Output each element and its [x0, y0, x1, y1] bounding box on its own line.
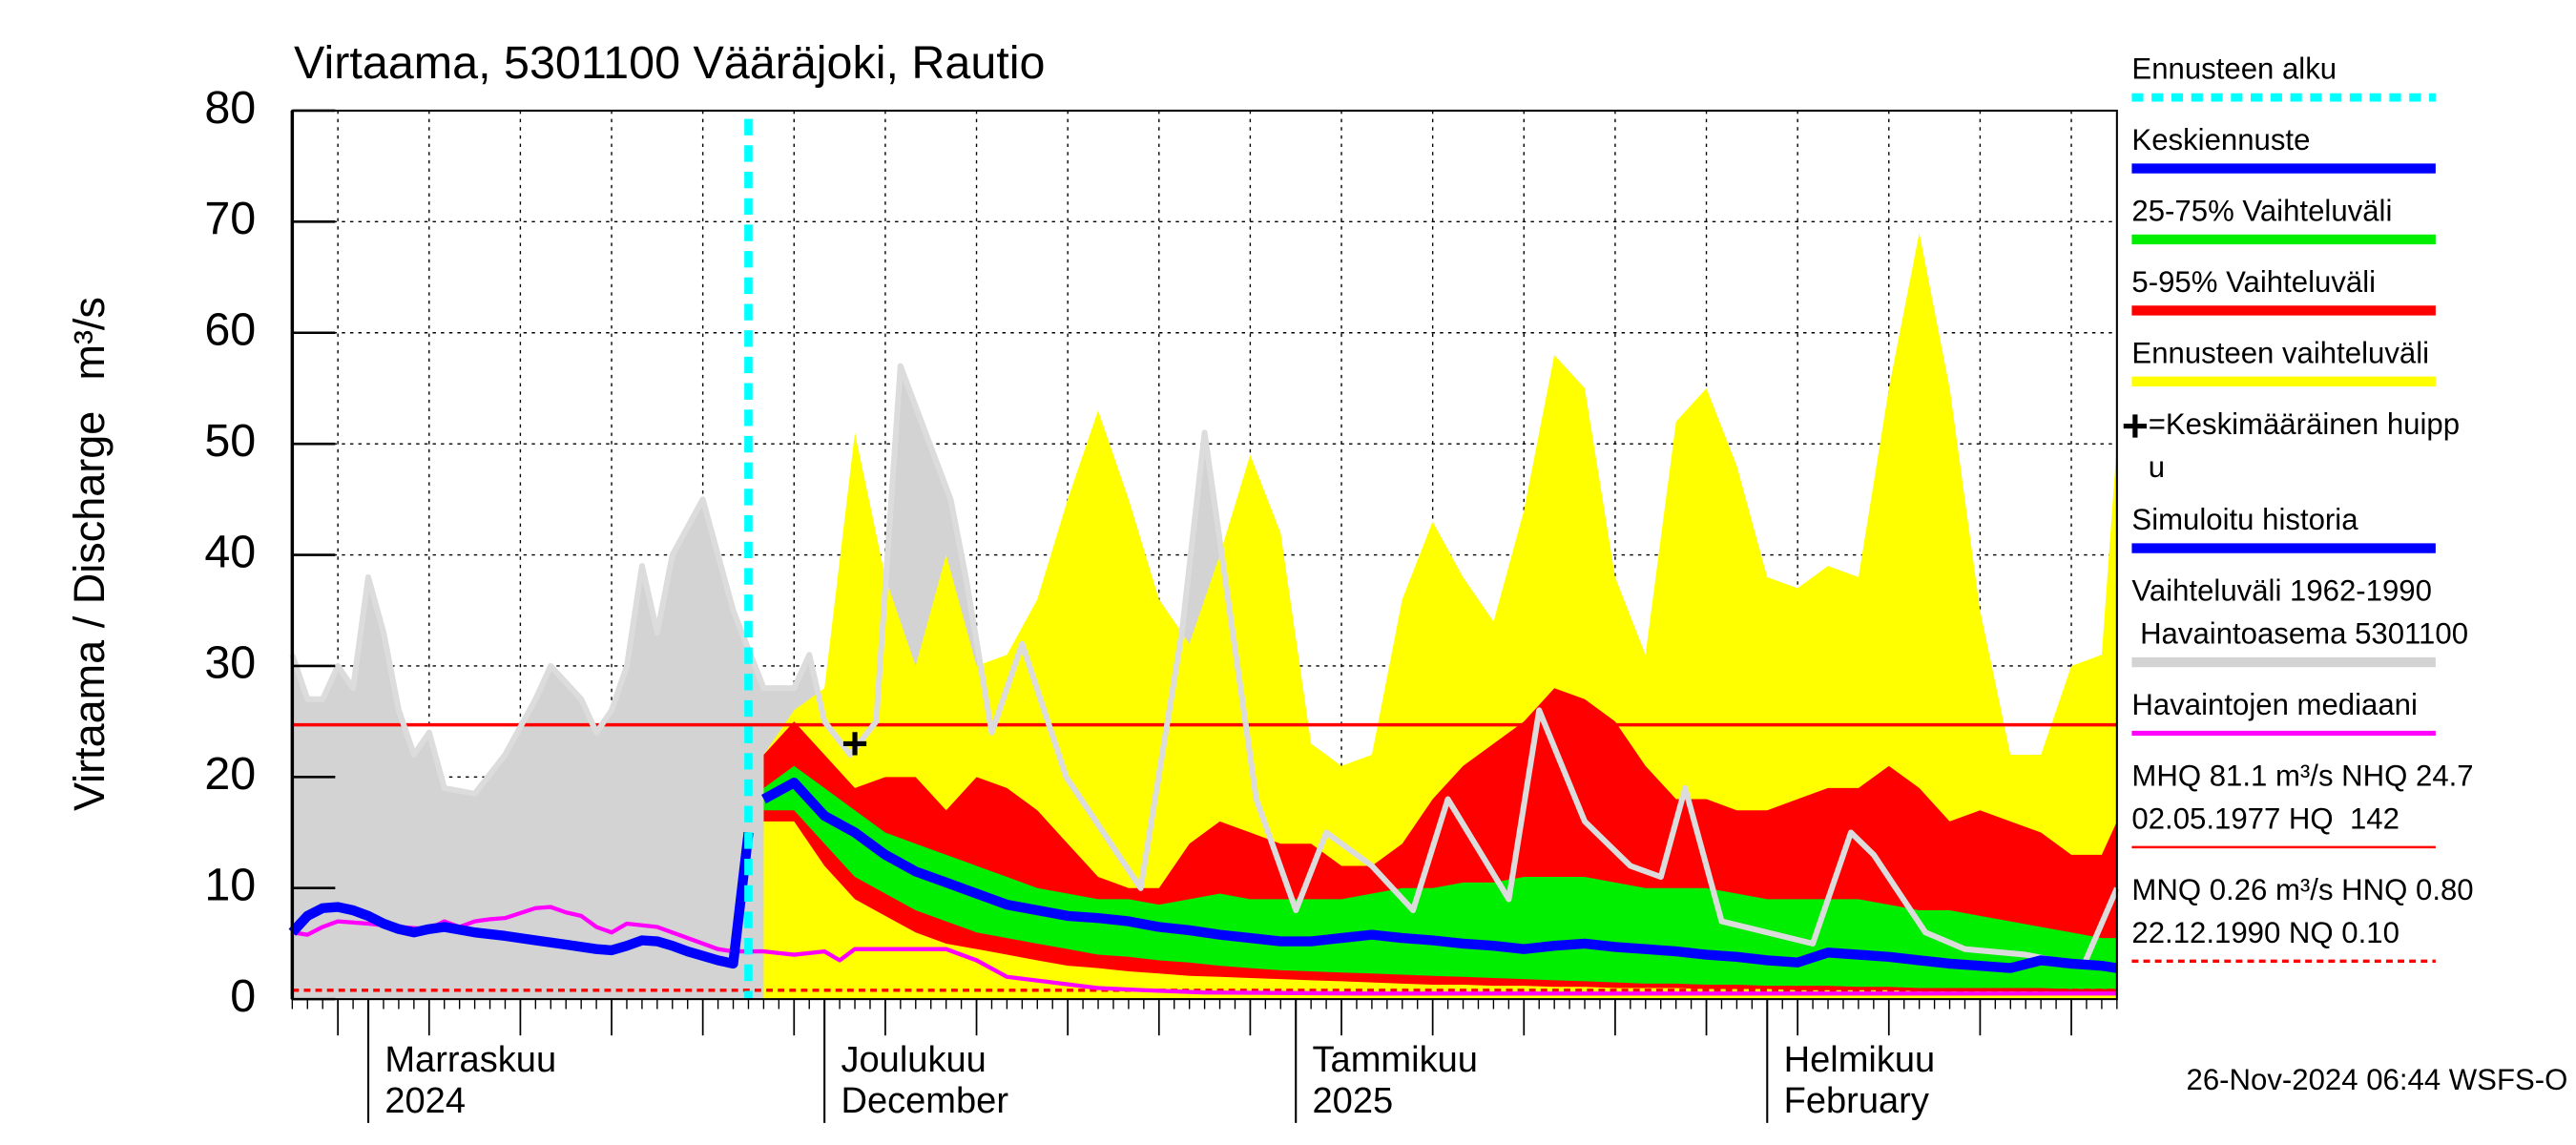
chart-title: Virtaama, 5301100 Vääräjoki, Rautio: [294, 37, 1045, 89]
legend-label: 25-75% Vaihteluväli: [2131, 195, 2392, 228]
x-tick-sublabel: February: [1784, 1081, 1929, 1121]
line: [761, 778, 2118, 973]
x-tick-label: Marraskuu: [384, 1040, 556, 1080]
legend-label: 22.12.1990 NQ 0.10: [2131, 916, 2399, 949]
y-tick-label: 60: [204, 304, 256, 356]
legend-label: Simuloitu historia: [2131, 503, 2358, 536]
legend-label: =Keskimääräinen huipp: [2149, 407, 2460, 441]
legend-label: Havaintojen mediaani: [2131, 688, 2418, 721]
legend-label: 5-95% Vaihteluväli: [2131, 265, 2376, 299]
legend-label: Havaintoasema 5301100: [2131, 617, 2468, 651]
y-tick-label: 70: [204, 193, 256, 244]
legend-label: MNQ 0.26 m³/s HNQ 0.80: [2131, 873, 2473, 906]
legend-peak-glyph: [2123, 414, 2147, 438]
legend-label: Ennusteen alku: [2131, 52, 2337, 86]
peak-marker: [842, 732, 867, 756]
y-tick-label: 30: [204, 637, 256, 689]
y-tick-label: 80: [204, 82, 256, 134]
y-tick-label: 20: [204, 748, 256, 800]
x-tick-sublabel: December: [841, 1081, 1008, 1121]
legend-label: u: [2149, 450, 2165, 484]
y-axis-unit: m³/s: [65, 297, 114, 380]
y-axis-label: Virtaama / Discharge: [65, 411, 114, 811]
x-tick-label: Helmikuu: [1784, 1040, 1936, 1080]
legend-label: MHQ 81.1 m³/s NHQ 24.7: [2131, 759, 2473, 792]
legend-label: Keskiennuste: [2131, 123, 2310, 156]
x-tick-sublabel: 2024: [384, 1081, 466, 1121]
x-tick-label: Joulukuu: [841, 1040, 986, 1080]
legend-label: Ennusteen vaihteluväli: [2131, 336, 2429, 369]
x-tick-label: Tammikuu: [1313, 1040, 1478, 1080]
legend-label: 02.05.1977 HQ 142: [2131, 802, 2399, 835]
y-tick-label: 40: [204, 526, 256, 577]
y-tick-label: 0: [230, 970, 256, 1022]
y-tick-label: 50: [204, 415, 256, 467]
x-tick-sublabel: 2025: [1313, 1081, 1394, 1121]
history-range-edge: [289, 363, 2120, 969]
legend-label: Vaihteluväli 1962-1990: [2131, 574, 2432, 608]
y-tick-label: 10: [204, 860, 256, 911]
footer: 26-Nov-2024 06:44 WSFS-O: [2187, 1063, 2568, 1096]
line: [288, 831, 754, 969]
